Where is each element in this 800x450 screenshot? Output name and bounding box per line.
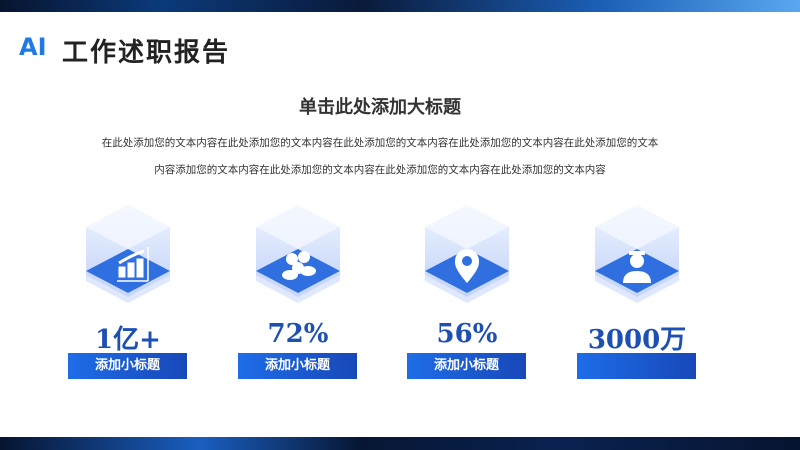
stat-card: 3000万 (577, 203, 697, 383)
stat-value: 3000万 (587, 325, 687, 355)
stat-value: 72% (267, 319, 329, 349)
body-text-line[interactable]: 在此处添加您的文本内容在此处添加您的文本内容在此处添加您的文本内容在此处添加您的… (101, 137, 659, 149)
stat-value: 56% (436, 319, 498, 349)
stat-value: 1亿+ (95, 325, 161, 355)
page-title[interactable]: 单击此处添加大标题 (299, 97, 461, 118)
bottom-banner (0, 437, 800, 450)
stat-label-box[interactable] (577, 353, 696, 379)
ai-logo: AI (19, 33, 47, 61)
users-icon (282, 251, 316, 280)
body-text-line[interactable]: 内容添加您的文本内容在此处添加您的文本内容在此处添加您的文本内容在此处添加您的文… (154, 164, 606, 176)
hexagon-cube (86, 205, 170, 303)
header-title: 工作述职报告 (62, 38, 231, 68)
stat-card: 1亿+ 添加小标题 (68, 203, 188, 383)
stat-card: 72% 添加小标题 (238, 203, 358, 383)
stat-label-box[interactable]: 添加小标题 (407, 353, 526, 379)
hexagon-cube (595, 205, 679, 303)
stat-label-box[interactable]: 添加小标题 (238, 353, 357, 379)
hexagon-cube (256, 205, 340, 303)
stat-label-box[interactable]: 添加小标题 (68, 353, 187, 379)
bar-chart-icon (117, 247, 149, 282)
top-banner (0, 0, 800, 12)
stat-card: 56% 添加小标题 (407, 203, 527, 383)
user-badge-icon (623, 251, 651, 283)
hexagon-cube (425, 205, 509, 303)
location-pin-icon (455, 249, 479, 283)
